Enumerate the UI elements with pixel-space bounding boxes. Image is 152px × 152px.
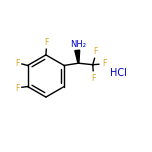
- Text: F: F: [91, 74, 96, 83]
- Text: NH₂: NH₂: [70, 40, 86, 49]
- Text: HCl: HCl: [110, 68, 127, 78]
- Polygon shape: [75, 50, 80, 63]
- Text: F: F: [102, 59, 106, 68]
- Text: F: F: [93, 47, 98, 56]
- Text: F: F: [15, 59, 19, 68]
- Text: F: F: [15, 84, 19, 93]
- Text: F: F: [44, 38, 49, 47]
